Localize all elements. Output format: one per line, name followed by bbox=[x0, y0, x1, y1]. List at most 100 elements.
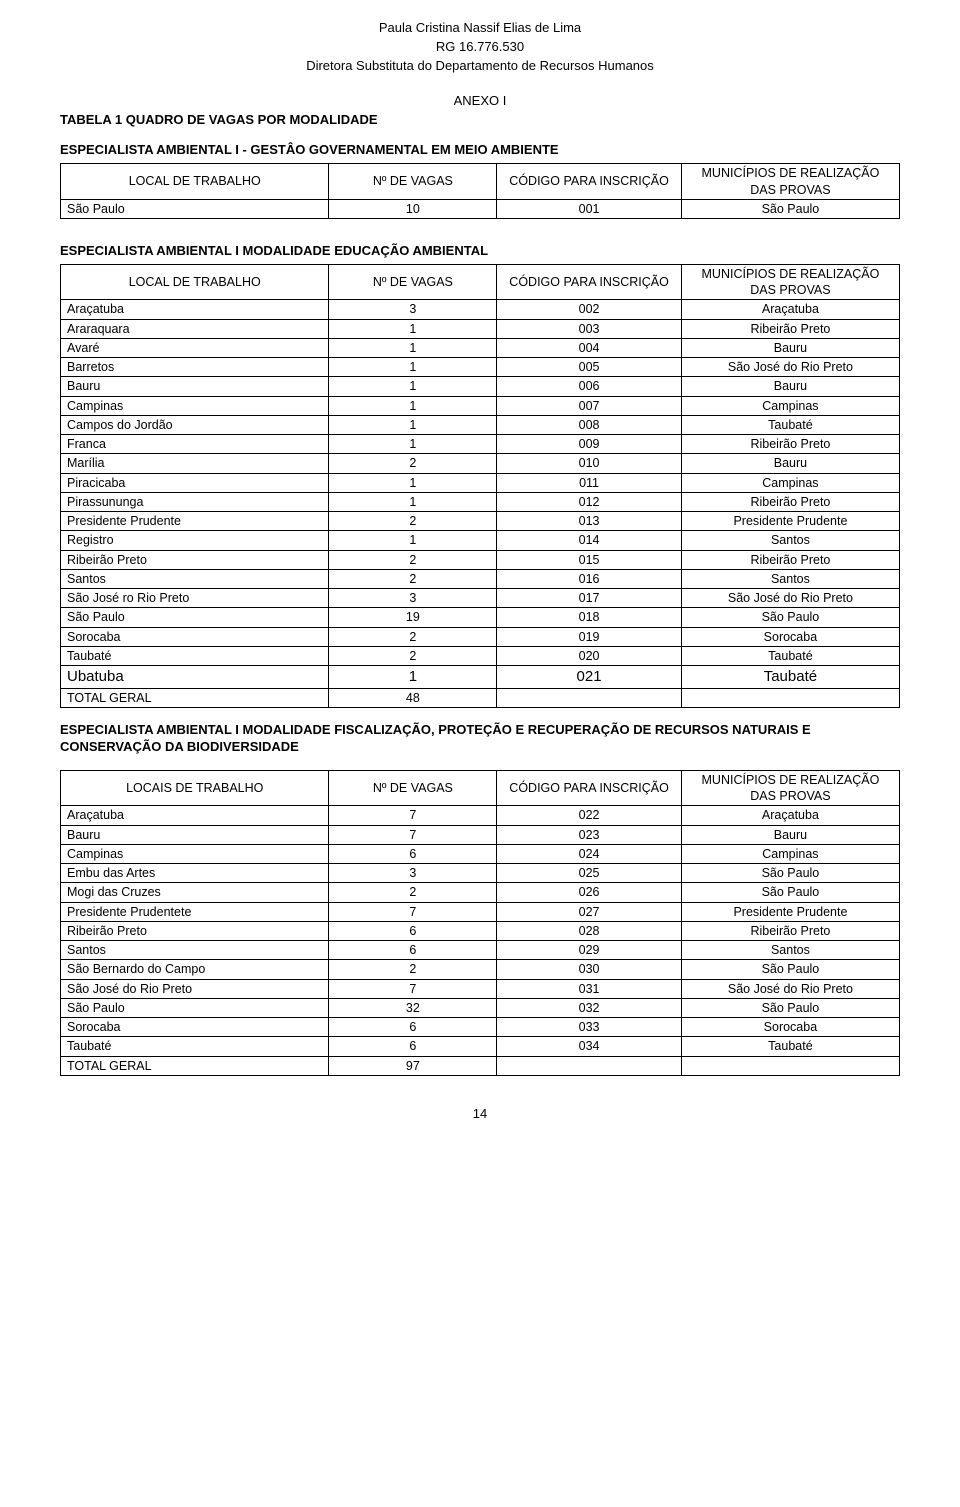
table-row: Campinas1007Campinas bbox=[61, 396, 900, 415]
col-codigo-cell: 013 bbox=[497, 512, 682, 531]
col-munic-cell: Presidente Prudente bbox=[681, 902, 899, 921]
col-local-cell: São Paulo bbox=[61, 199, 329, 218]
empty-cell bbox=[497, 688, 682, 707]
table-row: São Paulo10001São Paulo bbox=[61, 199, 900, 218]
col-local-cell: Ribeirão Preto bbox=[61, 550, 329, 569]
col-local-cell: Marília bbox=[61, 454, 329, 473]
col-munic-cell: Sorocaba bbox=[681, 1018, 899, 1037]
col-local-cell: Piracicaba bbox=[61, 473, 329, 492]
col-codigo-cell: 011 bbox=[497, 473, 682, 492]
col-vagas-cell: 2 bbox=[329, 569, 497, 588]
col-vagas-cell: 1 bbox=[329, 377, 497, 396]
col-local-cell: Araçatuba bbox=[61, 300, 329, 319]
table-row: São Bernardo do Campo2030São Paulo bbox=[61, 960, 900, 979]
col-vagas-cell: 6 bbox=[329, 1037, 497, 1056]
col-local-cell: Santos bbox=[61, 569, 329, 588]
table-header-row: LOCAL DE TRABALHO Nº DE VAGAS CÓDIGO PAR… bbox=[61, 164, 900, 200]
table-row: Piracicaba1011Campinas bbox=[61, 473, 900, 492]
col-codigo-cell: 021 bbox=[497, 666, 682, 689]
total-label-cell: TOTAL GERAL bbox=[61, 688, 329, 707]
total-label-cell: TOTAL GERAL bbox=[61, 1056, 329, 1075]
col-local-header: LOCAIS DE TRABALHO bbox=[61, 770, 329, 806]
col-vagas-cell: 1 bbox=[329, 473, 497, 492]
table-row: Barretos1005São José do Rio Preto bbox=[61, 358, 900, 377]
col-munic-cell: São Paulo bbox=[681, 960, 899, 979]
col-munic-cell: Sorocaba bbox=[681, 627, 899, 646]
col-codigo-cell: 001 bbox=[497, 199, 682, 218]
col-local-cell: Campinas bbox=[61, 396, 329, 415]
table-section3: LOCAIS DE TRABALHO Nº DE VAGAS CÓDIGO PA… bbox=[60, 770, 900, 1076]
col-local-cell: Ribeirão Preto bbox=[61, 921, 329, 940]
empty-cell bbox=[681, 688, 899, 707]
col-vagas-cell: 7 bbox=[329, 979, 497, 998]
col-munic-cell: São Paulo bbox=[681, 883, 899, 902]
table-row: Embu das Artes3025São Paulo bbox=[61, 864, 900, 883]
col-vagas-cell: 2 bbox=[329, 550, 497, 569]
col-munic-cell: Ribeirão Preto bbox=[681, 435, 899, 454]
page: Paula Cristina Nassif Elias de Lima RG 1… bbox=[0, 0, 960, 1163]
col-codigo-cell: 018 bbox=[497, 608, 682, 627]
col-vagas-cell: 32 bbox=[329, 998, 497, 1017]
col-munic-cell: Santos bbox=[681, 569, 899, 588]
col-vagas-cell: 3 bbox=[329, 589, 497, 608]
table-row: Araraquara1003Ribeirão Preto bbox=[61, 319, 900, 338]
col-codigo-cell: 005 bbox=[497, 358, 682, 377]
col-munic-cell: Bauru bbox=[681, 454, 899, 473]
col-local-cell: Sorocaba bbox=[61, 627, 329, 646]
col-munic-cell: Bauru bbox=[681, 338, 899, 357]
col-vagas-cell: 1 bbox=[329, 666, 497, 689]
col-local-cell: Bauru bbox=[61, 377, 329, 396]
table-row: Ribeirão Preto2015Ribeirão Preto bbox=[61, 550, 900, 569]
table-row: Bauru1006Bauru bbox=[61, 377, 900, 396]
col-codigo-cell: 022 bbox=[497, 806, 682, 825]
col-local-cell: Taubaté bbox=[61, 1037, 329, 1056]
col-vagas-cell: 1 bbox=[329, 435, 497, 454]
spacer bbox=[60, 760, 900, 770]
col-codigo-cell: 032 bbox=[497, 998, 682, 1017]
col-local-header: LOCAL DE TRABALHO bbox=[61, 264, 329, 300]
col-codigo-cell: 004 bbox=[497, 338, 682, 357]
col-vagas-cell: 1 bbox=[329, 396, 497, 415]
total-value-cell: 48 bbox=[329, 688, 497, 707]
col-codigo-header: CÓDIGO PARA INSCRIÇÃO bbox=[497, 164, 682, 200]
table-header-row: LOCAL DE TRABALHO Nº DE VAGAS CÓDIGO PAR… bbox=[61, 264, 900, 300]
table-row: Avaré1004Bauru bbox=[61, 338, 900, 357]
table-section1: LOCAL DE TRABALHO Nº DE VAGAS CÓDIGO PAR… bbox=[60, 163, 900, 219]
col-codigo-cell: 028 bbox=[497, 921, 682, 940]
col-munic-header: MUNICÍPIOS DE REALIZAÇÃO DAS PROVAS bbox=[681, 164, 899, 200]
table-row: Pirassununga1012Ribeirão Preto bbox=[61, 492, 900, 511]
col-vagas-header: Nº DE VAGAS bbox=[329, 164, 497, 200]
section3-title: ESPECIALISTA AMBIENTAL I MODALIDADE FISC… bbox=[60, 722, 900, 756]
table-row: Araçatuba3002Araçatuba bbox=[61, 300, 900, 319]
col-vagas-header: Nº DE VAGAS bbox=[329, 770, 497, 806]
col-codigo-cell: 010 bbox=[497, 454, 682, 473]
table-row: Taubaté6034Taubaté bbox=[61, 1037, 900, 1056]
col-vagas-cell: 7 bbox=[329, 806, 497, 825]
col-local-cell: Sorocaba bbox=[61, 1018, 329, 1037]
col-codigo-cell: 029 bbox=[497, 941, 682, 960]
col-codigo-cell: 012 bbox=[497, 492, 682, 511]
col-munic-cell: Taubaté bbox=[681, 1037, 899, 1056]
col-vagas-cell: 2 bbox=[329, 646, 497, 665]
col-munic-cell: Taubaté bbox=[681, 415, 899, 434]
col-munic-cell: São Paulo bbox=[681, 998, 899, 1017]
table-row: Presidente Prudente2013Presidente Pruden… bbox=[61, 512, 900, 531]
col-local-cell: Bauru bbox=[61, 825, 329, 844]
col-local-cell: São Bernardo do Campo bbox=[61, 960, 329, 979]
col-vagas-cell: 1 bbox=[329, 319, 497, 338]
col-codigo-cell: 031 bbox=[497, 979, 682, 998]
col-codigo-cell: 034 bbox=[497, 1037, 682, 1056]
col-codigo-cell: 026 bbox=[497, 883, 682, 902]
table-row: São Paulo19018São Paulo bbox=[61, 608, 900, 627]
col-munic-cell: Santos bbox=[681, 941, 899, 960]
col-munic-cell: Araçatuba bbox=[681, 300, 899, 319]
col-codigo-cell: 015 bbox=[497, 550, 682, 569]
table-row: Campinas6024Campinas bbox=[61, 844, 900, 863]
col-vagas-cell: 10 bbox=[329, 199, 497, 218]
col-munic-cell: Bauru bbox=[681, 377, 899, 396]
empty-cell bbox=[681, 1056, 899, 1075]
col-local-cell: Mogi das Cruzes bbox=[61, 883, 329, 902]
col-munic-cell: São José do Rio Preto bbox=[681, 589, 899, 608]
col-munic-cell: São Paulo bbox=[681, 199, 899, 218]
col-munic-cell: Bauru bbox=[681, 825, 899, 844]
